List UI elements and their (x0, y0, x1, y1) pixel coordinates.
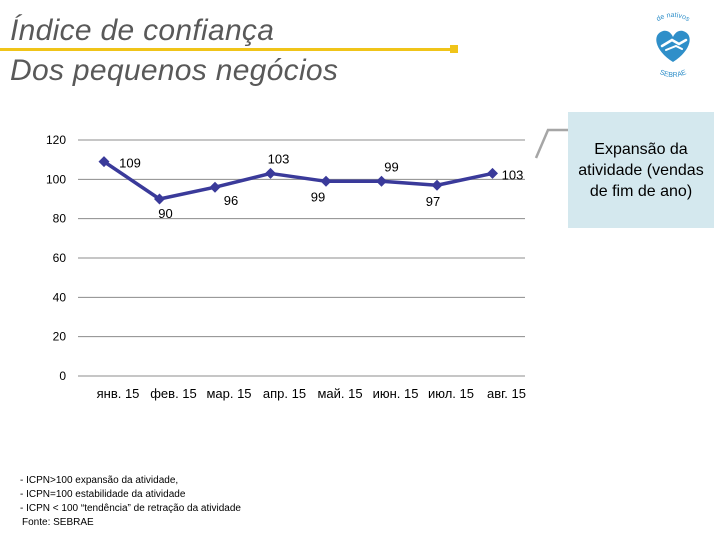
heart-hands-icon (656, 30, 690, 62)
note-line-3: - ICPN < 100 “tendência” de retração da … (20, 503, 241, 514)
x-tick-label: фев. 15 (150, 386, 197, 401)
y-tick-label: 60 (53, 251, 67, 265)
data-label: 109 (119, 156, 141, 171)
data-label: 90 (158, 206, 172, 221)
data-point (487, 167, 498, 179)
x-tick-label: июн. 15 (373, 386, 419, 401)
data-label: 99 (384, 159, 398, 174)
data-point (320, 175, 332, 187)
series-line-icpn (103, 160, 493, 201)
footnotes: - ICPN>100 expansão da atividade, - ICPN… (20, 474, 241, 530)
data-label: 103 (268, 151, 290, 166)
data-label: 99 (311, 189, 325, 204)
data-label: 97 (426, 194, 440, 209)
callout-text: Expansão da atividade (vendas de fim de … (578, 140, 704, 200)
y-tick-label: 40 (53, 290, 67, 304)
callout-box: Expansão da atividade (vendas de fim de … (568, 112, 714, 228)
data-label: 103 (502, 167, 524, 182)
y-tick-label: 120 (46, 133, 66, 147)
y-tick-label: 100 (46, 172, 66, 186)
title-underline-end (450, 45, 458, 53)
data-point (376, 175, 387, 187)
data-point (98, 156, 110, 168)
title-line-2: Dos pequenos negócios (10, 54, 339, 87)
x-tick-label: янв. 15 (97, 386, 140, 401)
note-line-2: - ICPN=100 estabilidade da atividade (20, 489, 186, 500)
logo-text-top: de nativos (655, 12, 691, 23)
y-tick-label: 0 (59, 369, 66, 383)
x-tick-label: июл. 15 (428, 386, 474, 401)
title-line-1: Índice de confiança (10, 14, 275, 47)
data-label: 96 (224, 193, 238, 208)
confidence-line-chart: 0 20 40 60 80 100 120 янв. 15 фев. 15 мар. 15 апр.… (46, 133, 526, 401)
sebrae-logo: de nativos SEBRAE (655, 12, 691, 79)
x-tick-label: май. 15 (317, 386, 362, 401)
note-line-1: - ICPN>100 expansão da atividade, (20, 475, 179, 486)
logo-text-bottom: SEBRAE (658, 69, 687, 79)
source-note: Fonte: SEBRAE (22, 517, 94, 528)
data-point (431, 179, 443, 191)
x-tick-label: апр. 15 (263, 386, 306, 401)
data-point (265, 167, 276, 179)
y-tick-label: 80 (53, 212, 67, 226)
x-tick-label: мар. 15 (206, 386, 251, 401)
title-underline (0, 48, 452, 51)
data-point (209, 181, 221, 193)
callout-connector (534, 128, 568, 159)
y-tick-label: 20 (53, 330, 67, 344)
data-point (154, 193, 165, 205)
x-tick-label: авг. 15 (487, 386, 526, 401)
